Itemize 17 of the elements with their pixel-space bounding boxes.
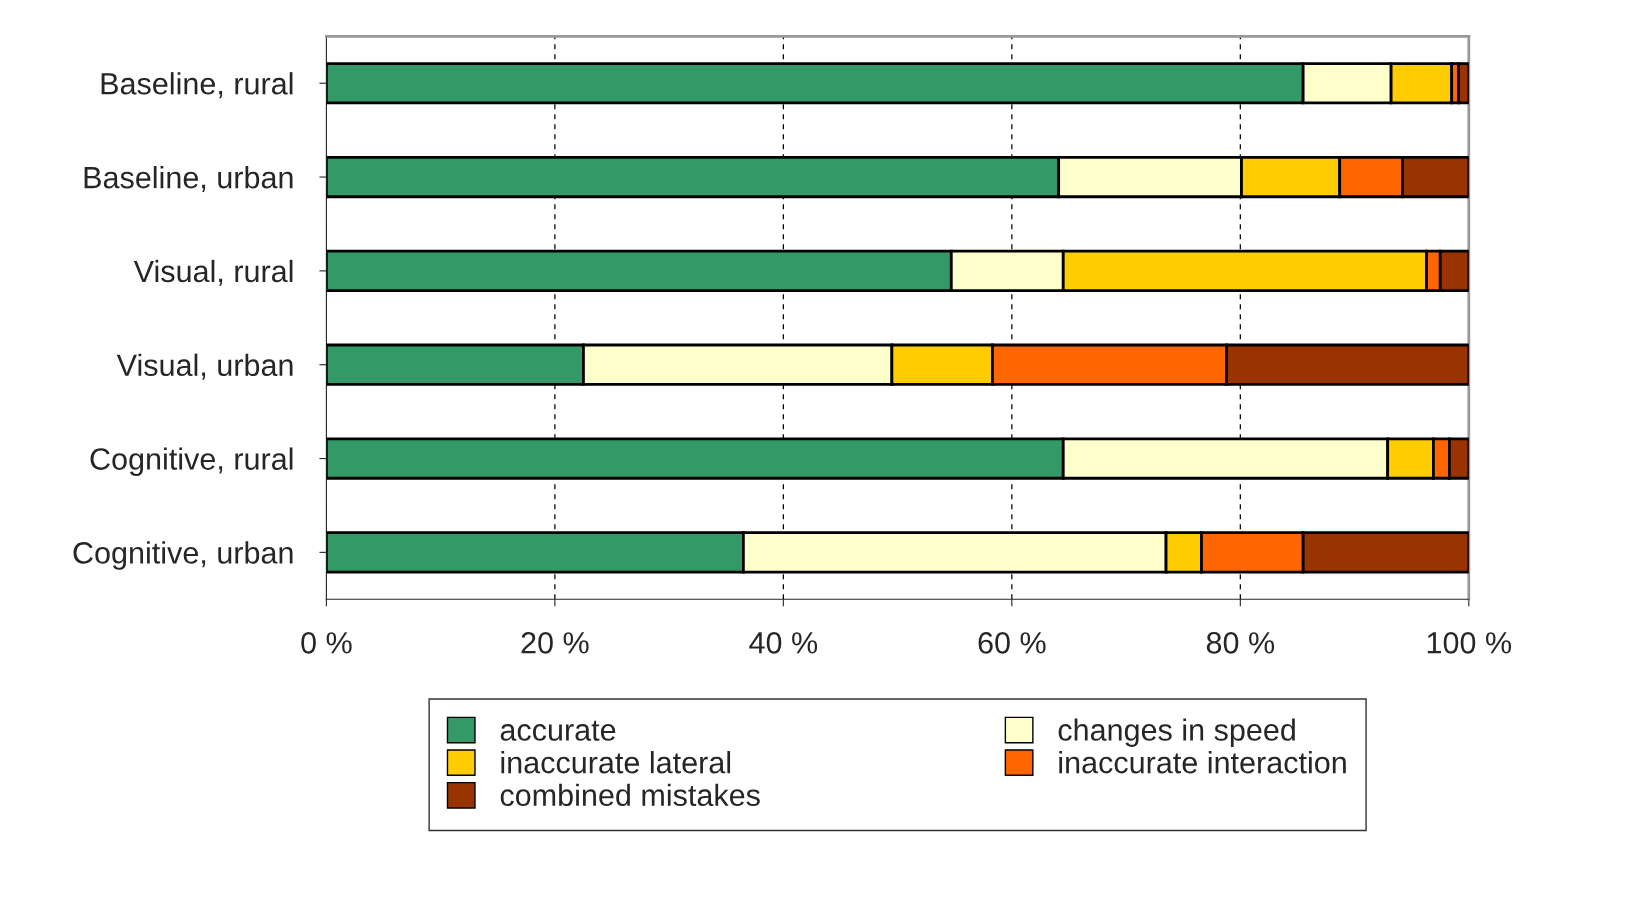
x-tick-label: 80 % xyxy=(1206,632,1275,654)
y-tick-label: Cognitive, rural xyxy=(90,447,293,476)
legend-label: inaccurate interaction xyxy=(1059,751,1346,774)
y-tick-label: Visual, urban xyxy=(116,353,293,380)
x-tick-label: 0 % xyxy=(301,632,352,654)
x-tick-label: 100 % xyxy=(1427,632,1512,654)
x-tick-label: 40 % xyxy=(749,632,818,654)
y-tick-label: Baseline, urban xyxy=(84,165,293,193)
legend-label: accurate xyxy=(500,720,616,741)
x-tick-label: 60 % xyxy=(978,632,1046,654)
legend-label: changes in speed xyxy=(1058,718,1295,747)
legend-label: combined mistakes xyxy=(500,783,760,807)
x-tick-label: 20 % xyxy=(521,632,589,654)
y-tick-label: Baseline, rural xyxy=(101,72,293,99)
y-tick-label: Visual, rural xyxy=(133,259,293,286)
legend-label: inaccurate lateral xyxy=(501,751,731,774)
y-tick-label: Cognitive, urban xyxy=(73,541,293,570)
